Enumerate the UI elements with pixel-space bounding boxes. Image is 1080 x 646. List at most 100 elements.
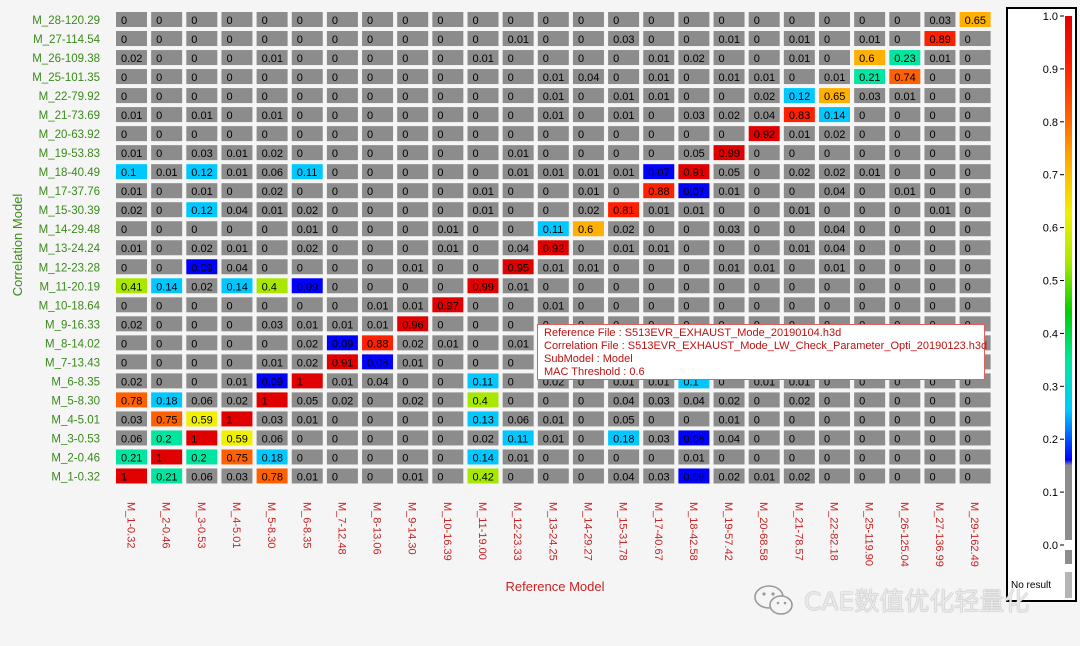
heatmap-cell	[713, 12, 745, 27]
cell-value-label: 0	[894, 414, 900, 426]
cell-value-label: 0	[191, 72, 197, 84]
cell-value-label: 0.95	[508, 262, 529, 274]
heatmap-cell	[397, 316, 429, 332]
heatmap-cell	[537, 297, 569, 313]
cell-value-label: 0	[508, 205, 514, 217]
column-label: M_17-40.67	[652, 502, 664, 561]
row-label: M_28-120.29	[32, 15, 100, 27]
heatmap-cell	[502, 12, 534, 27]
heatmap-cell	[221, 202, 253, 218]
heatmap-cell	[467, 449, 499, 465]
cell-value-label: 0.08	[683, 433, 704, 445]
heatmap-cell	[221, 259, 253, 275]
cell-value-label: 0	[929, 186, 935, 198]
heatmap-cell	[291, 468, 323, 484]
cell-value-label: 0	[156, 129, 162, 141]
heatmap-cell	[889, 145, 921, 161]
cell-value-label: 0.59	[226, 433, 247, 445]
heatmap-cell	[748, 278, 780, 294]
heatmap-cell	[713, 88, 745, 104]
cell-value-label: 0	[894, 243, 900, 255]
heatmap-cell	[889, 202, 921, 218]
cell-value-label: 0	[332, 167, 338, 179]
cell-value-label: 0	[437, 129, 443, 141]
cell-value-label: 0	[894, 110, 900, 122]
heatmap-cell	[326, 164, 358, 180]
heatmap-cell	[783, 240, 815, 256]
heatmap-cell	[678, 88, 710, 104]
heatmap-cell	[362, 164, 394, 180]
heatmap-cell	[608, 88, 640, 104]
heatmap-cell	[467, 240, 499, 256]
heatmap-cell	[924, 50, 956, 66]
cell-value-label: 0	[121, 129, 127, 141]
heatmap-cell	[537, 12, 569, 27]
cell-value-label: 0.01	[297, 224, 318, 236]
cell-value-label: 1	[191, 433, 197, 445]
heatmap-cell	[432, 430, 464, 446]
cell-value-label: 0.01	[508, 167, 529, 179]
heatmap-cell	[221, 240, 253, 256]
heatmap-cell	[362, 50, 394, 66]
heatmap-cell	[221, 126, 253, 142]
cell-value-label: 0	[367, 148, 373, 160]
cell-value-label: 0.02	[121, 319, 142, 331]
cell-value-label: 0.01	[297, 319, 318, 331]
heatmap-cell	[889, 468, 921, 484]
heatmap-cell	[748, 126, 780, 142]
cell-value-label: 0	[508, 91, 514, 103]
cell-value-label: 0	[965, 281, 971, 293]
cell-value-label: 0	[613, 53, 619, 65]
heatmap-cell	[924, 259, 956, 275]
cell-value-label: 0	[191, 15, 197, 27]
cell-value-label: 0	[965, 224, 971, 236]
row-label: M_1-0.32	[51, 471, 100, 483]
heatmap-cell	[326, 107, 358, 123]
column-label: M_14-29.27	[581, 502, 593, 561]
cell-value-label: 0	[191, 224, 197, 236]
cell-value-label: 0	[402, 15, 408, 27]
cell-value-label: 0	[683, 414, 689, 426]
heatmap-cell	[924, 88, 956, 104]
cell-value-label: 0	[262, 91, 268, 103]
heatmap-cell	[678, 430, 710, 446]
cell-value-label: 0.02	[789, 167, 810, 179]
heatmap-cell	[502, 88, 534, 104]
heatmap-cell	[959, 411, 991, 427]
heatmap-cell	[221, 297, 253, 313]
cell-value-label: 0	[929, 376, 935, 388]
cell-value-label: 0	[824, 395, 830, 407]
cell-value-label: 0.01	[226, 148, 247, 160]
heatmap-cell	[678, 240, 710, 256]
heatmap-cell	[362, 373, 394, 389]
heatmap-cell	[854, 202, 886, 218]
cell-value-label: 0.01	[578, 262, 599, 274]
cell-value-label: 0	[859, 224, 865, 236]
cell-value-label: 0.78	[121, 395, 142, 407]
heatmap-cell	[713, 31, 745, 47]
row-label: M_14-29.48	[39, 224, 100, 236]
cell-value-label: 1	[226, 414, 232, 426]
cell-value-label: 0.01	[508, 281, 529, 293]
heatmap-cell	[116, 430, 147, 446]
cell-value-label: 0	[437, 262, 443, 274]
cell-value-label: 0	[191, 357, 197, 369]
cell-value-label: 0.02	[719, 110, 740, 122]
heatmap-cell	[678, 164, 710, 180]
heatmap-cell	[572, 164, 604, 180]
cell-value-label: 0.99	[473, 281, 494, 293]
cell-value-label: 0	[789, 148, 795, 160]
cell-value-label: 0.01	[648, 243, 669, 255]
heatmap-cell	[713, 240, 745, 256]
heatmap-cell	[432, 297, 464, 313]
heatmap-cell	[608, 468, 640, 484]
cell-value-label: 0.01	[437, 243, 458, 255]
heatmap-cell	[151, 145, 183, 161]
cell-value-label: 0	[929, 243, 935, 255]
heatmap-cell	[643, 202, 675, 218]
column-label: M_29-162.49	[968, 502, 980, 567]
cell-value-label: 0.02	[121, 205, 142, 217]
cell-value-label: 0	[929, 300, 935, 312]
cell-value-label: 0	[332, 414, 338, 426]
